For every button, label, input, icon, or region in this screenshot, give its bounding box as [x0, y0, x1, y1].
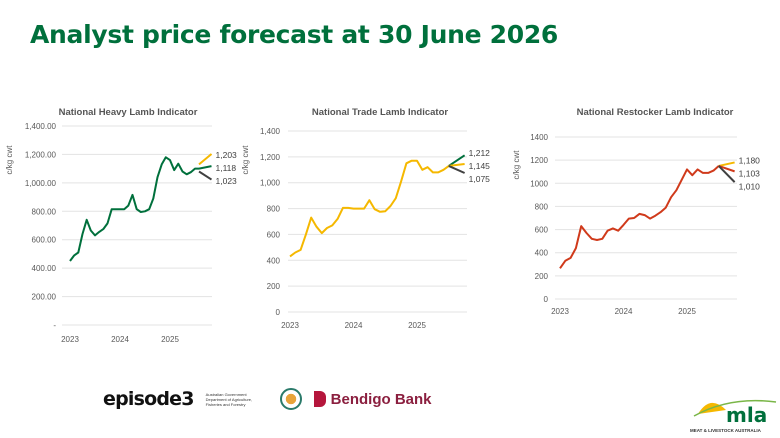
- forecast-line: [448, 154, 466, 167]
- forecast-data-label: 1,023: [216, 176, 238, 186]
- forecast-data-label: 1,145: [469, 161, 491, 171]
- x-tick-label: 2025: [408, 321, 426, 330]
- bendigo-text: Bendigo Bank: [330, 390, 432, 408]
- forecast-data-label: 1,203: [216, 150, 238, 160]
- y-tick-label: 1400: [530, 133, 548, 142]
- x-tick-label: 2023: [61, 335, 79, 344]
- x-tick-label: 2024: [111, 335, 129, 344]
- bendigo-logo: Bendigo Bank: [313, 390, 432, 408]
- chart-title: National Heavy Lamb Indicator: [59, 107, 198, 118]
- y-tick-label: 1,400: [260, 127, 281, 136]
- mla-sun-icon: mla: [693, 399, 777, 427]
- forecast-line: [448, 162, 465, 167]
- gov-line: Fisheries and Forestry: [205, 401, 246, 407]
- forecast-line: [448, 164, 466, 174]
- chart-title: National Trade Lamb Indicator: [312, 107, 448, 118]
- forecast-line: [198, 170, 213, 181]
- x-tick-label: 2025: [678, 307, 696, 316]
- forecast-line: [718, 164, 735, 173]
- forecast-data-label: 1,010: [739, 181, 761, 191]
- y-tick-label: 0: [276, 308, 281, 317]
- gov-line: Australian Government: [205, 391, 247, 397]
- actual-price-line: [69, 156, 200, 262]
- y-tick-label: 1,000.00: [25, 179, 57, 188]
- x-tick-label: 2023: [551, 307, 569, 316]
- forecast-data-label: 1,212: [469, 148, 491, 158]
- abares-logo-icon: [279, 388, 302, 410]
- forecast-line: [718, 161, 735, 167]
- actual-price-line: [289, 159, 450, 258]
- y-tick-label: 600.00: [32, 236, 57, 245]
- y-tick-label: 400.00: [32, 264, 57, 273]
- forecast-data-label: 1,075: [469, 174, 491, 184]
- y-axis-label: c/kg cwt: [5, 145, 14, 175]
- y-tick-label: 1000: [530, 179, 548, 188]
- mla-subtitle: MEAT & LIVESTOCK AUSTRALIA: [690, 428, 761, 433]
- gov-logo: Australian Government Department of Agri…: [206, 392, 268, 407]
- y-tick-label: 600: [535, 226, 549, 235]
- y-tick-label: 1,400.00: [25, 122, 57, 131]
- y-tick-label: 800: [535, 202, 549, 211]
- y-tick-label: 1200: [530, 156, 548, 165]
- page-title: Analyst price forecast at 30 June 2026: [30, 20, 559, 49]
- y-axis-label: c/kg cwt: [512, 150, 521, 180]
- x-tick-label: 2025: [161, 335, 179, 344]
- y-tick-label: 1,200: [260, 153, 281, 162]
- y-tick-label: 0: [544, 295, 549, 304]
- chart-title: National Restocker Lamb Indicator: [577, 107, 734, 118]
- episode3-logo: episode3: [103, 388, 194, 410]
- mla-logo: mla MEAT & LIVESTOCK AUSTRALIA: [690, 390, 778, 438]
- forecast-line: [198, 153, 213, 166]
- gov-line: Department of Agriculture,: [205, 396, 253, 402]
- forecast-line: [198, 165, 212, 170]
- y-tick-label: 200.00: [32, 293, 57, 302]
- y-tick-label: 600: [267, 230, 281, 239]
- forecast-data-label: 1,180: [739, 155, 761, 165]
- y-tick-label: -: [53, 321, 56, 330]
- sponsor-logos: episode3 Australian Government Departmen…: [103, 388, 432, 410]
- y-tick-label: 1,000: [260, 179, 281, 188]
- mla-text: mla: [726, 403, 767, 426]
- actual-price-line: [559, 165, 720, 269]
- x-tick-label: 2023: [281, 321, 299, 330]
- y-tick-label: 400: [267, 256, 281, 265]
- forecast-data-label: 1,118: [216, 163, 237, 173]
- forecast-line: [718, 165, 736, 183]
- y-tick-label: 200: [535, 272, 549, 281]
- y-tick-label: 400: [535, 249, 549, 258]
- y-tick-label: 1,200.00: [25, 150, 57, 159]
- forecast-data-label: 1,103: [739, 168, 761, 178]
- y-tick-label: 800: [267, 205, 281, 214]
- x-tick-label: 2024: [615, 307, 633, 316]
- bendigo-icon: [313, 391, 326, 407]
- y-tick-label: 200: [267, 282, 281, 291]
- x-tick-label: 2024: [345, 321, 363, 330]
- y-axis-label: c/kg cwt: [241, 145, 250, 175]
- y-tick-label: 800.00: [32, 207, 57, 216]
